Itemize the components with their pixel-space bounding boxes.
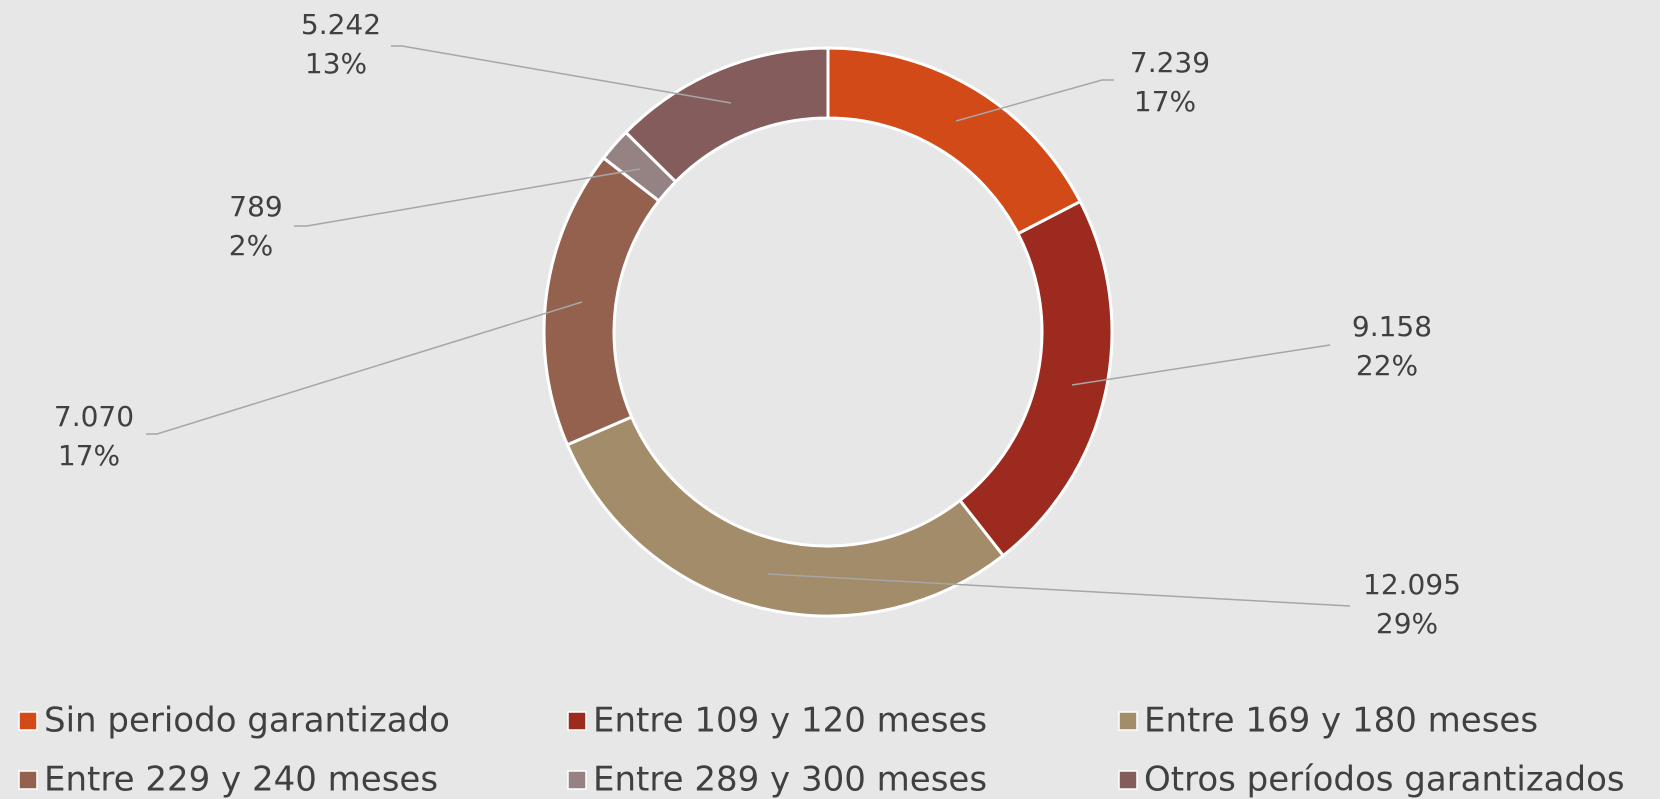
data-label: 9.158	[1352, 310, 1432, 343]
legend-label: Otros períodos garantizados	[1144, 760, 1625, 799]
percent-label: 22%	[1356, 349, 1418, 382]
data-label: 789	[229, 190, 282, 223]
legend-label: Entre 109 y 120 meses	[593, 701, 987, 741]
legend-swatch	[567, 770, 587, 790]
data-label: 7.239	[1130, 46, 1210, 79]
leader-line	[767, 573, 1351, 607]
legend-swatch	[1118, 770, 1138, 790]
legend-swatch	[18, 711, 38, 731]
leader-line	[391, 45, 732, 104]
legend-swatch	[1118, 711, 1138, 731]
legend-label: Entre 169 y 180 meses	[1144, 701, 1538, 741]
leader-line	[955, 79, 1114, 122]
percent-label: 17%	[58, 439, 120, 472]
percent-label: 17%	[1134, 85, 1196, 118]
legend-label: Entre 229 y 240 meses	[44, 760, 438, 799]
data-label: 12.095	[1363, 568, 1461, 601]
percent-label: 13%	[305, 47, 367, 80]
legend-label: Sin periodo garantizado	[44, 701, 450, 741]
donut-segment	[623, 46, 830, 184]
percent-label: 29%	[1376, 607, 1438, 640]
leader-line	[294, 168, 641, 227]
percent-label: 2%	[229, 229, 273, 262]
data-label: 5.242	[301, 8, 381, 41]
data-label: 7.070	[54, 400, 134, 433]
legend-label: Entre 289 y 300 meses	[593, 760, 987, 799]
leader-line	[146, 301, 583, 435]
leader-line	[1071, 344, 1331, 386]
legend-swatch	[567, 711, 587, 731]
legend-swatch	[18, 770, 38, 790]
